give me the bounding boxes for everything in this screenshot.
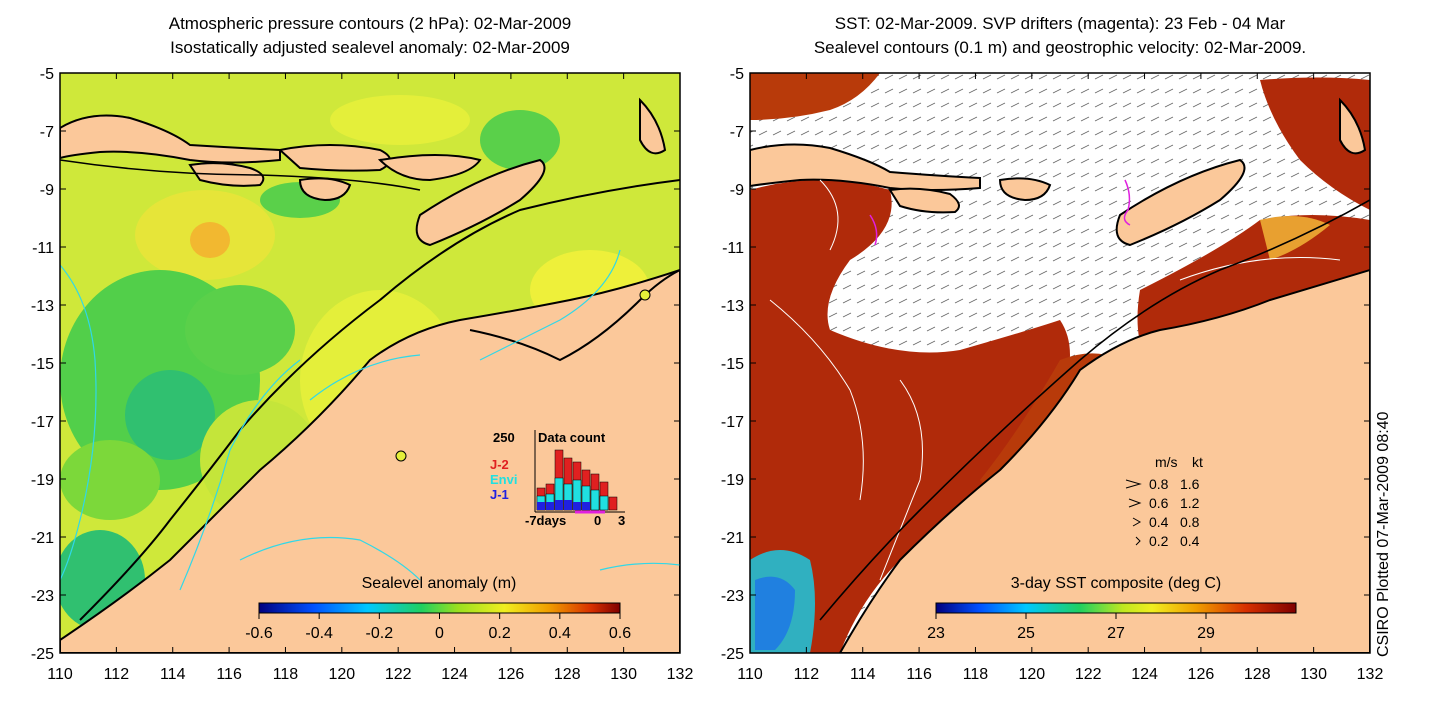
left-colorbar <box>258 602 621 614</box>
left-xtick-label: 112 <box>104 666 130 683</box>
right-xtick-label: 110 <box>737 666 763 683</box>
left-xtick-label: 122 <box>385 666 412 683</box>
data-count-xlabel-zero: 0 <box>594 513 601 528</box>
left-xtick-label: 128 <box>554 666 581 683</box>
right-ytick-label: -21 <box>721 530 744 547</box>
credit-label: CSIRO Plotted 07-Mar-2009 08:40 <box>1375 411 1392 657</box>
right-cbar-tick-label: 27 <box>1107 625 1125 642</box>
data-count-xlabel-end: 3 <box>618 513 625 528</box>
left-cbar-tick-label: 0 <box>435 625 444 642</box>
right-ytick-label: -15 <box>721 356 744 373</box>
velocity-ms-value: 0.4 <box>1149 514 1169 530</box>
right-xtick-label: 132 <box>1357 666 1384 683</box>
right-xtick-label: 112 <box>794 666 820 683</box>
left-title-line1: Atmospheric pressure contours (2 hPa): 0… <box>168 14 572 33</box>
data-count-xlabel-start: -7days <box>525 513 566 528</box>
left-cbar-tick-label: -0.6 <box>245 625 273 642</box>
left-ytick-label: -21 <box>31 530 54 547</box>
right-cbar-tick-label: 29 <box>1197 625 1215 642</box>
velocity-arrow-icon <box>1125 479 1142 489</box>
velocity-legend-kt-header: kt <box>1192 454 1203 470</box>
right-ytick-label: -23 <box>721 588 744 605</box>
right-xtick-label: 114 <box>850 666 876 683</box>
left-axes: -5 -7 -9 -11 -13 -15 -17 -19 -21 -23 -25 110 112 114 1… <box>31 66 694 683</box>
right-ytick-label: -25 <box>721 646 744 663</box>
left-ytick-label: -23 <box>31 588 54 605</box>
velocity-kt-value: 1.2 <box>1180 495 1200 511</box>
left-colorbar-ticks: -0.6 -0.4 -0.2 0 0.2 0.4 0.6 <box>245 613 631 642</box>
left-ytick-label: -17 <box>31 414 54 431</box>
left-xtick-label: 110 <box>47 666 73 683</box>
left-colorbar-label: Sealevel anomaly (m) <box>362 575 517 592</box>
right-ytick-label: -17 <box>721 414 744 431</box>
right-map-panel: -5 -7 -9 -11 -13 -15 -17 -19 -21 -23 -25 110 112 114 1… <box>721 66 1384 683</box>
right-ytick-label: -7 <box>730 124 744 141</box>
left-cbar-tick-label: -0.2 <box>366 625 394 642</box>
velocity-kt-value: 0.8 <box>1180 514 1200 530</box>
left-ytick-label: -7 <box>40 124 54 141</box>
left-xtick-label: 118 <box>273 666 299 683</box>
legend-envi: Envi <box>490 472 517 487</box>
left-ytick-label: -19 <box>31 472 54 489</box>
right-xtick-label: 116 <box>906 666 932 683</box>
right-map-field <box>750 73 1370 653</box>
right-xtick-label: 122 <box>1075 666 1102 683</box>
left-ytick-label: -9 <box>40 182 54 199</box>
velocity-ms-value: 0.8 <box>1149 476 1169 492</box>
left-xtick-label: 114 <box>160 666 186 683</box>
legend-j2: J-2 <box>490 457 509 472</box>
right-ytick-label: -19 <box>721 472 744 489</box>
data-count-title: Data count <box>538 430 606 445</box>
left-xtick-label: 132 <box>667 666 694 683</box>
left-map-panel: -5 -7 -9 -11 -13 -15 -17 -19 -21 -23 -25 110 112 114 1… <box>31 66 694 683</box>
left-ytick-label: -13 <box>31 298 54 315</box>
data-count-inset: 250 Data count -7days 0 3 J-2 Envi J-1 <box>490 430 625 528</box>
right-title-line1: SST: 02-Mar-2009. SVP drifters (magenta)… <box>834 14 1286 33</box>
left-ytick-label: -25 <box>31 646 54 663</box>
right-cbar-tick-label: 25 <box>1017 625 1035 642</box>
left-cbar-tick-label: 0.2 <box>489 625 511 642</box>
right-ytick-label: -5 <box>730 66 744 83</box>
right-colorbar-ticks: 23 25 27 29 <box>927 613 1215 642</box>
right-colorbar-label: 3-day SST composite (deg C) <box>1011 575 1221 592</box>
legend-j1: J-1 <box>490 487 509 502</box>
left-cbar-tick-label: -0.4 <box>305 625 333 642</box>
velocity-arrow-icon <box>1132 517 1142 527</box>
velocity-legend: m/s kt 0.8 1.6 0.6 1.2 0.4 0.8 0.2 0.4 <box>1125 454 1203 549</box>
right-axes: -5 -7 -9 -11 -13 -15 -17 -19 -21 -23 -25 110 112 114 1… <box>721 66 1384 683</box>
right-xtick-label: 126 <box>1188 666 1215 683</box>
right-colorbar <box>935 602 1297 614</box>
velocity-legend-ms-header: m/s <box>1155 454 1178 470</box>
left-xtick-label: 116 <box>216 666 242 683</box>
right-ytick-label: -9 <box>730 182 744 199</box>
right-xtick-label: 128 <box>1244 666 1271 683</box>
right-ytick-label: -13 <box>721 298 744 315</box>
velocity-ms-value: 0.6 <box>1149 495 1169 511</box>
left-ytick-label: -11 <box>32 240 54 257</box>
data-count-max: 250 <box>493 430 515 445</box>
left-cbar-tick-label: 0.6 <box>609 625 631 642</box>
right-xtick-label: 120 <box>1018 666 1045 683</box>
velocity-kt-value: 1.6 <box>1180 476 1200 492</box>
left-xtick-label: 120 <box>328 666 355 683</box>
left-xtick-label: 126 <box>498 666 525 683</box>
velocity-arrow-icon <box>1135 536 1141 546</box>
left-map-field <box>60 73 680 653</box>
right-ytick-label: -11 <box>722 240 744 257</box>
right-xtick-label: 118 <box>963 666 989 683</box>
right-xtick-label: 124 <box>1131 666 1158 683</box>
velocity-ms-value: 0.2 <box>1149 533 1169 549</box>
left-cbar-tick-label: 0.4 <box>549 625 571 642</box>
velocity-arrow-icon <box>1128 498 1142 508</box>
left-title-line2: Isostatically adjusted sealevel anomaly:… <box>170 38 570 57</box>
velocity-kt-value: 0.4 <box>1180 533 1200 549</box>
right-xtick-label: 130 <box>1300 666 1327 683</box>
right-title-line2: Sealevel contours (0.1 m) and geostrophi… <box>813 38 1307 57</box>
left-xtick-label: 130 <box>610 666 637 683</box>
right-cbar-tick-label: 23 <box>927 625 945 642</box>
left-xtick-label: 124 <box>441 666 468 683</box>
left-ytick-label: -5 <box>40 66 54 83</box>
left-ytick-label: -15 <box>31 356 54 373</box>
